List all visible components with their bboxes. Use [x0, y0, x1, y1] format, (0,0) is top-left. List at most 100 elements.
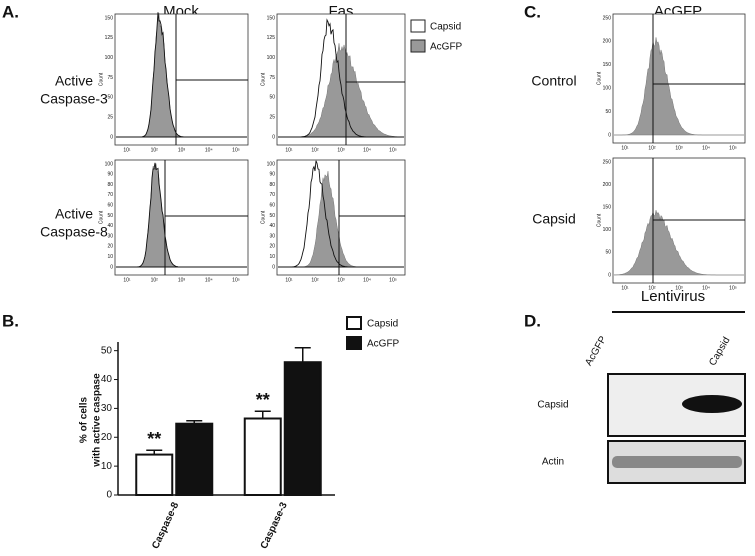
- panel-label: A.: [2, 2, 19, 21]
- histogram-frame: [612, 13, 746, 144]
- lane-label: Capsid: [707, 335, 732, 367]
- x-tick-label: 10²: [311, 147, 319, 153]
- y-tick-label: 10: [101, 461, 113, 472]
- row-label: Caspase-8: [40, 224, 108, 240]
- histogram-frame: [114, 159, 249, 276]
- y-tick-label: 50: [107, 213, 113, 219]
- y-tick-label: 90: [107, 172, 113, 178]
- row-label: Active: [55, 73, 93, 89]
- x-tick-label: 10¹: [123, 147, 131, 153]
- y-tick-label: 40: [269, 223, 275, 229]
- y-tick-label: 20: [269, 244, 275, 250]
- x-tick-label: 10³: [675, 145, 683, 151]
- x-tick-label: 10¹: [285, 277, 293, 283]
- band: [612, 456, 742, 468]
- x-tick-label: 10⁴: [702, 145, 710, 151]
- panel-label: B.: [2, 311, 19, 330]
- legend-label: AcGFP: [430, 42, 463, 53]
- y-axis-label: Count: [98, 210, 104, 224]
- x-tick-label: 10²: [648, 145, 656, 151]
- y-tick-label: 50: [605, 109, 611, 115]
- y-tick-label: 150: [105, 15, 114, 21]
- y-tick-label: 0: [608, 272, 611, 278]
- x-tick-label: 10⁵: [232, 277, 240, 283]
- y-tick-label: 0: [106, 490, 112, 501]
- bar: [175, 422, 214, 496]
- bar: [135, 453, 174, 496]
- y-tick-label: 100: [267, 161, 276, 167]
- y-tick-label: 75: [269, 75, 275, 81]
- panel-title: Lentivirus: [641, 288, 705, 305]
- panel-label: C.: [524, 2, 541, 21]
- x-tick-label: 10¹: [285, 147, 293, 153]
- x-tick-label: Caspase-8: [150, 500, 181, 550]
- legend-label: Capsid: [367, 319, 398, 330]
- y-tick-label: 25: [107, 114, 113, 120]
- bar: [283, 361, 322, 496]
- x-tick-label: 10³: [178, 277, 186, 283]
- x-tick-label: 10⁵: [729, 285, 737, 291]
- y-tick-label: 70: [107, 192, 113, 198]
- histogram-outline: [116, 12, 247, 138]
- y-axis-label: Count: [596, 213, 602, 227]
- x-tick-label: 10⁵: [232, 147, 240, 153]
- y-tick-label: 125: [267, 35, 276, 41]
- y-tick-label: 0: [110, 264, 113, 270]
- y-axis-label: Count: [98, 72, 104, 86]
- x-tick-label: 10¹: [621, 285, 629, 291]
- panel-label: D.: [524, 311, 541, 330]
- y-axis-label: Count: [260, 210, 266, 224]
- y-tick-label: 50: [269, 95, 275, 101]
- y-tick-label: 100: [603, 227, 612, 233]
- y-axis-label: Count: [596, 71, 602, 85]
- x-tick-label: 10²: [648, 285, 656, 291]
- row-label: Capsid: [537, 400, 568, 411]
- y-tick-label: 100: [105, 55, 114, 61]
- legend-swatch: [346, 316, 362, 330]
- y-tick-label: 125: [105, 35, 114, 41]
- x-tick-label: 10⁴: [363, 277, 371, 283]
- x-tick-label: 10¹: [621, 145, 629, 151]
- bar: [243, 417, 282, 496]
- y-tick-label: 150: [603, 62, 612, 68]
- x-tick-label: 10⁴: [702, 285, 710, 291]
- y-tick-label: 40: [107, 223, 113, 229]
- y-tick-label: 0: [110, 134, 113, 140]
- x-tick-label: 10³: [337, 147, 345, 153]
- x-tick-label: 10⁵: [389, 147, 397, 153]
- y-tick-label: 200: [603, 182, 612, 188]
- y-tick-label: 250: [603, 159, 612, 165]
- y-tick-label: 40: [101, 374, 113, 385]
- x-tick-label: 10³: [178, 147, 186, 153]
- y-tick-label: 75: [107, 75, 113, 81]
- annotation: **: [256, 390, 270, 410]
- x-tick-label: 10⁴: [205, 277, 213, 283]
- y-tick-label: 20: [101, 432, 113, 443]
- row-label: Capsid: [532, 211, 576, 227]
- x-tick-label: 10⁴: [363, 147, 371, 153]
- y-tick-label: 0: [608, 132, 611, 138]
- y-tick-label: 20: [107, 244, 113, 250]
- y-tick-label: 250: [603, 15, 612, 21]
- y-tick-label: 100: [105, 161, 114, 167]
- y-tick-label: 30: [107, 233, 113, 239]
- y-tick-label: 70: [269, 192, 275, 198]
- lane-label: AcGFP: [583, 334, 609, 368]
- y-tick-label: 10: [107, 254, 113, 260]
- legend-label: AcGFP: [367, 339, 400, 350]
- y-tick-label: 50: [107, 95, 113, 101]
- y-tick-label: 30: [269, 233, 275, 239]
- row-label: Actin: [542, 457, 564, 468]
- y-tick-label: 0: [272, 134, 275, 140]
- row-label: Caspase-3: [40, 91, 108, 107]
- x-tick-label: 10⁵: [729, 145, 737, 151]
- y-tick-label: 0: [272, 264, 275, 270]
- y-tick-label: 50: [269, 213, 275, 219]
- y-axis-label: % of cells: [79, 397, 90, 444]
- y-tick-label: 100: [603, 86, 612, 92]
- x-tick-label: 10²: [151, 147, 159, 153]
- row-label: Control: [531, 73, 576, 89]
- y-tick-label: 150: [267, 15, 276, 21]
- x-tick-label: 10⁵: [389, 277, 397, 283]
